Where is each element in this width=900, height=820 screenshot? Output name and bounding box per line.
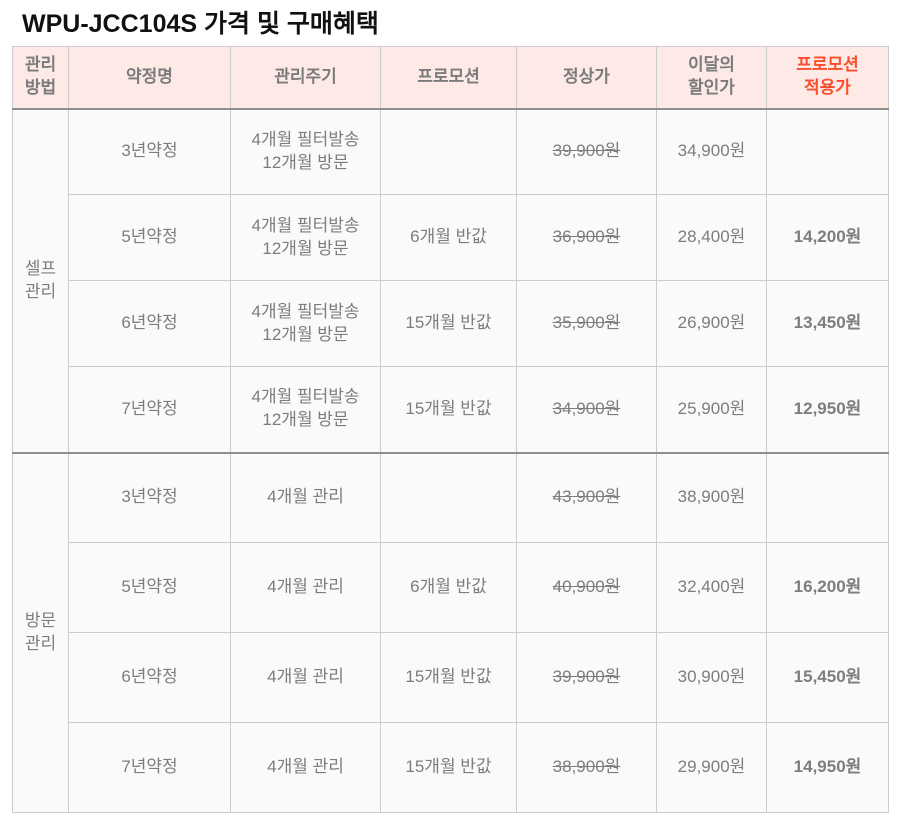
promo-cell: 6개월 반값 xyxy=(380,194,517,281)
regular-price-cell: 39,900원 xyxy=(516,108,657,195)
plan-cell: 5년약정 xyxy=(68,194,231,281)
regular-price-strikethrough: 36,900원 xyxy=(552,227,621,247)
promo-cell xyxy=(380,451,517,543)
promo-cell xyxy=(380,108,517,195)
table-row: 셀프 관리 3년약정 4개월 필터발송 12개월 방문 39,900원 34,900원 xyxy=(12,108,889,453)
cycle-cell: 4개월 필터발송 12개월 방문 xyxy=(230,194,381,281)
regular-price-strikethrough: 35,900원 xyxy=(552,313,621,333)
cycle-cell: 4개월 필터발송 12개월 방문 xyxy=(230,366,381,453)
cycle-cell: 4개월 관리 xyxy=(230,542,381,633)
regular-price-cell: 35,900원 xyxy=(516,280,657,367)
promo-price-cell: 14,200원 xyxy=(766,194,889,281)
table-row: 5년약정 4개월 필터발송 12개월 방문 6개월 반값 36,900원 28,400원… xyxy=(13,194,889,281)
discount-price-cell: 34,900원 xyxy=(656,108,767,195)
plan-cell: 7년약정 xyxy=(68,366,231,453)
discount-price-cell: 29,900원 xyxy=(656,722,767,813)
regular-price-cell: 36,900원 xyxy=(516,194,657,281)
plan-cell: 3년약정 xyxy=(68,108,231,195)
regular-price-cell: 34,900원 xyxy=(516,366,657,453)
regular-price-cell: 40,900원 xyxy=(516,542,657,633)
plan-cell: 7년약정 xyxy=(68,722,231,813)
promo-price-cell: 16,200원 xyxy=(766,542,889,633)
cycle-cell: 4개월 관리 xyxy=(230,632,381,723)
table-row: 5년약정 4개월 관리 6개월 반값 40,900원 32,400원 16,200원 xyxy=(13,542,889,633)
col-header-regular-price: 정상가 xyxy=(516,46,657,110)
promo-cell: 15개월 반값 xyxy=(380,366,517,453)
cycle-cell: 4개월 필터발송 12개월 방문 xyxy=(230,280,381,367)
table-row: 6년약정 4개월 필터발송 12개월 방문 15개월 반값 35,900원 26,900… xyxy=(13,280,889,367)
promo-price-cell xyxy=(766,108,889,195)
promo-price-cell xyxy=(766,451,889,543)
col-header-plan: 약정명 xyxy=(68,46,231,110)
promo-price-cell: 15,450원 xyxy=(766,632,889,723)
col-header-promotion: 프로모션 xyxy=(380,46,517,110)
regular-price-cell: 39,900원 xyxy=(516,632,657,723)
discount-price-cell: 38,900원 xyxy=(656,451,767,543)
promo-cell: 15개월 반값 xyxy=(380,722,517,813)
discount-price-cell: 32,400원 xyxy=(656,542,767,633)
table-row: 방문 관리 3년약정 4개월 관리 43,900원 38,900원 xyxy=(12,451,889,813)
pricing-table: 관리 방법 약정명 관리주기 프로모션 정상가 이달의 할인가 프로모션 적용가 셀프 관리… xyxy=(12,46,889,813)
promo-cell: 15개월 반값 xyxy=(380,280,517,367)
regular-price-strikethrough: 39,900원 xyxy=(552,141,621,161)
regular-price-strikethrough: 38,900원 xyxy=(552,757,621,777)
table-row: 7년약정 4개월 관리 15개월 반값 38,900원 29,900원 14,950원 xyxy=(13,722,889,813)
promo-price-cell: 12,950원 xyxy=(766,366,889,453)
pricing-table-body: 셀프 관리 3년약정 4개월 필터발송 12개월 방문 39,900원 34,900원 5… xyxy=(12,108,889,813)
discount-price-cell: 25,900원 xyxy=(656,366,767,453)
discount-price-cell: 28,400원 xyxy=(656,194,767,281)
cycle-cell: 4개월 관리 xyxy=(230,451,381,543)
plan-cell: 6년약정 xyxy=(68,632,231,723)
table-row: 7년약정 4개월 필터발송 12개월 방문 15개월 반값 34,900원 25,900… xyxy=(13,366,889,453)
method-cell: 셀프 관리 xyxy=(12,108,69,453)
page-title: WPU-JCC104S 가격 및 구매혜택 xyxy=(22,10,379,38)
regular-price-strikethrough: 39,900원 xyxy=(552,667,621,687)
cycle-cell: 4개월 필터발송 12개월 방문 xyxy=(230,108,381,195)
plan-cell: 3년약정 xyxy=(68,451,231,543)
regular-price-strikethrough: 40,900원 xyxy=(552,577,621,597)
promo-cell: 15개월 반값 xyxy=(380,632,517,723)
regular-price-cell: 43,900원 xyxy=(516,451,657,543)
discount-price-cell: 26,900원 xyxy=(656,280,767,367)
method-cell: 방문 관리 xyxy=(12,451,69,813)
table-row: 6년약정 4개월 관리 15개월 반값 39,900원 30,900원 15,450원 xyxy=(13,632,889,723)
cycle-cell: 4개월 관리 xyxy=(230,722,381,813)
plan-cell: 6년약정 xyxy=(68,280,231,367)
plan-cell: 5년약정 xyxy=(68,542,231,633)
col-header-method: 관리 방법 xyxy=(12,46,69,110)
regular-price-cell: 38,900원 xyxy=(516,722,657,813)
regular-price-strikethrough: 34,900원 xyxy=(552,398,621,418)
promo-cell: 6개월 반값 xyxy=(380,542,517,633)
col-header-promotion-applied-price: 프로모션 적용가 xyxy=(766,46,889,110)
col-header-monthly-discount-price: 이달의 할인가 xyxy=(656,46,767,110)
table-header-row: 관리 방법 약정명 관리주기 프로모션 정상가 이달의 할인가 프로모션 적용가 xyxy=(12,46,889,110)
regular-price-strikethrough: 43,900원 xyxy=(552,487,621,507)
col-header-cycle: 관리주기 xyxy=(230,46,381,110)
promo-price-cell: 14,950원 xyxy=(766,722,889,813)
discount-price-cell: 30,900원 xyxy=(656,632,767,723)
promo-price-cell: 13,450원 xyxy=(766,280,889,367)
